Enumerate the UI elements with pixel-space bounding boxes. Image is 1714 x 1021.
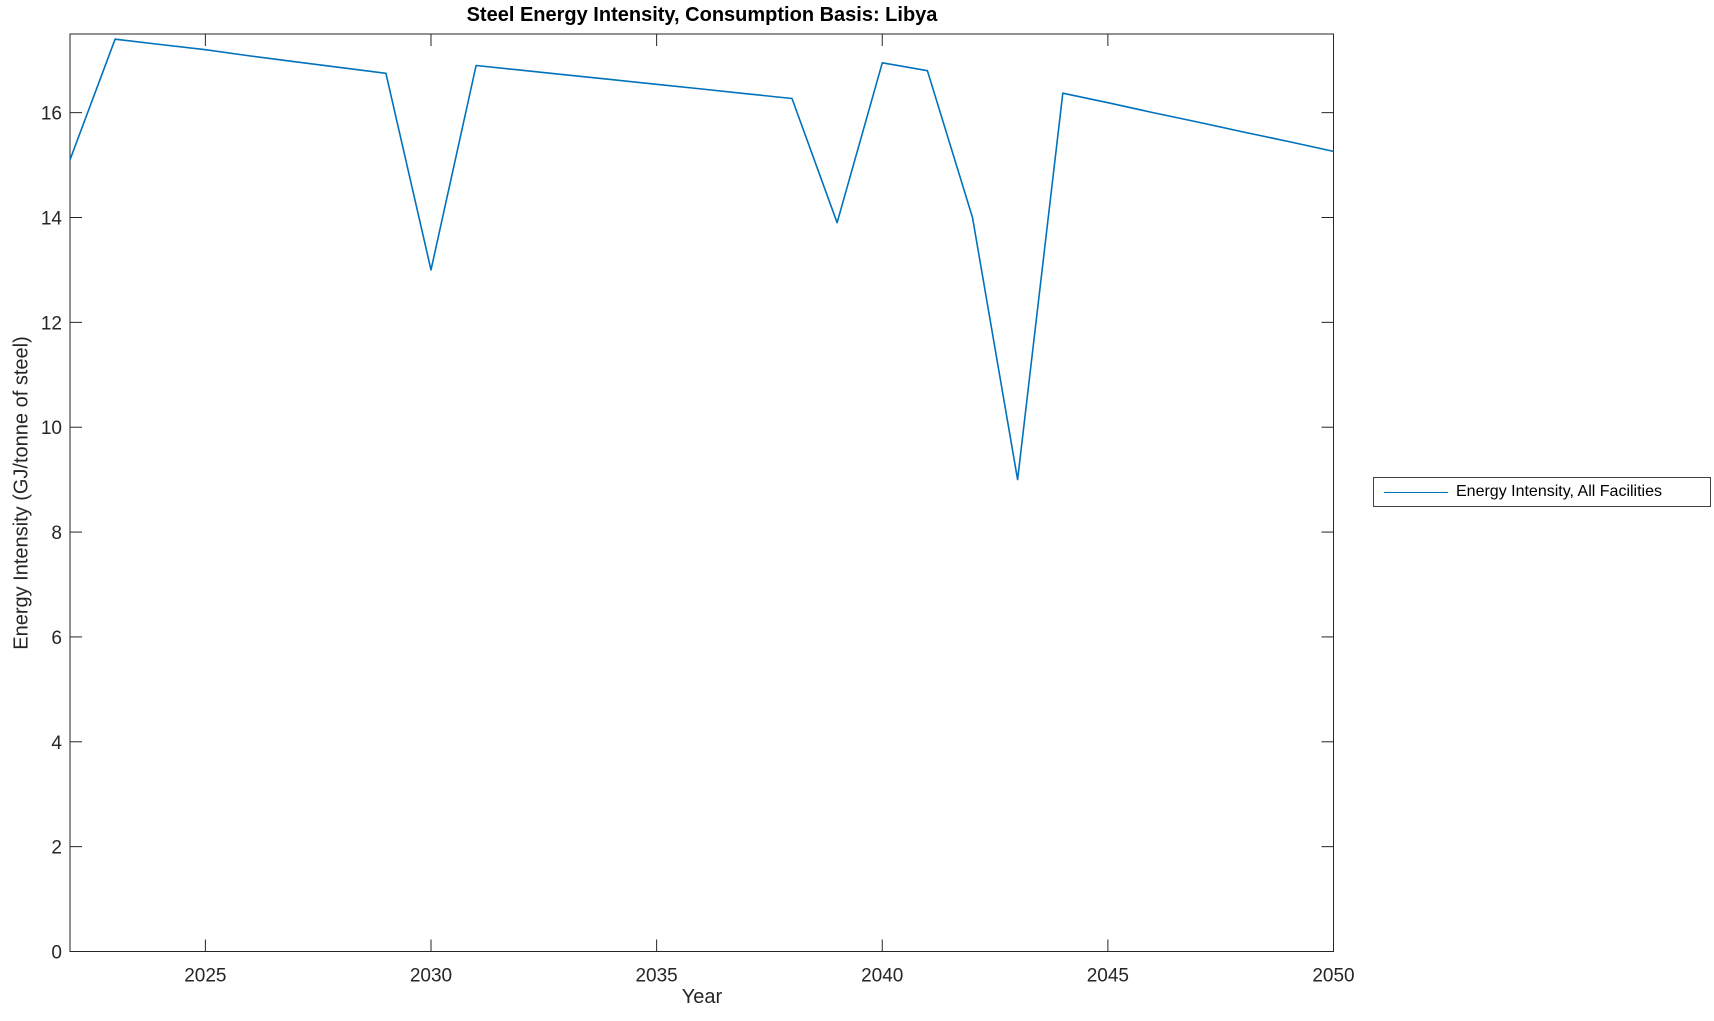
x-tick-label: 2025 xyxy=(184,966,226,987)
x-tick-label: 2030 xyxy=(410,966,452,987)
plot-box xyxy=(69,33,1334,952)
y-tick-label: 0 xyxy=(51,943,62,964)
legend-box: Energy Intensity, All Facilities xyxy=(1373,477,1711,507)
chart-title: Steel Energy Intensity, Consumption Basi… xyxy=(466,4,938,26)
x-tick-label: 2040 xyxy=(861,966,903,987)
legend-line-sample xyxy=(1384,491,1448,493)
y-tick-label: 14 xyxy=(41,209,63,230)
y-tick-label: 4 xyxy=(51,733,62,754)
x-axis-label: Year xyxy=(681,986,723,1008)
x-tick-label: 2050 xyxy=(1312,966,1354,987)
legend-label: Energy Intensity, All Facilities xyxy=(1456,483,1663,500)
x-tick-label: 2045 xyxy=(1087,966,1129,987)
y-tick-label: 8 xyxy=(51,523,62,544)
y-tick-label: 16 xyxy=(41,104,62,125)
y-tick-label: 10 xyxy=(41,418,62,439)
data-line xyxy=(69,38,1334,481)
x-tick-label: 2035 xyxy=(635,966,677,987)
y-tick-label: 12 xyxy=(41,313,62,334)
y-tick-label: 2 xyxy=(51,838,62,859)
y-tick-label: 6 xyxy=(51,628,62,649)
